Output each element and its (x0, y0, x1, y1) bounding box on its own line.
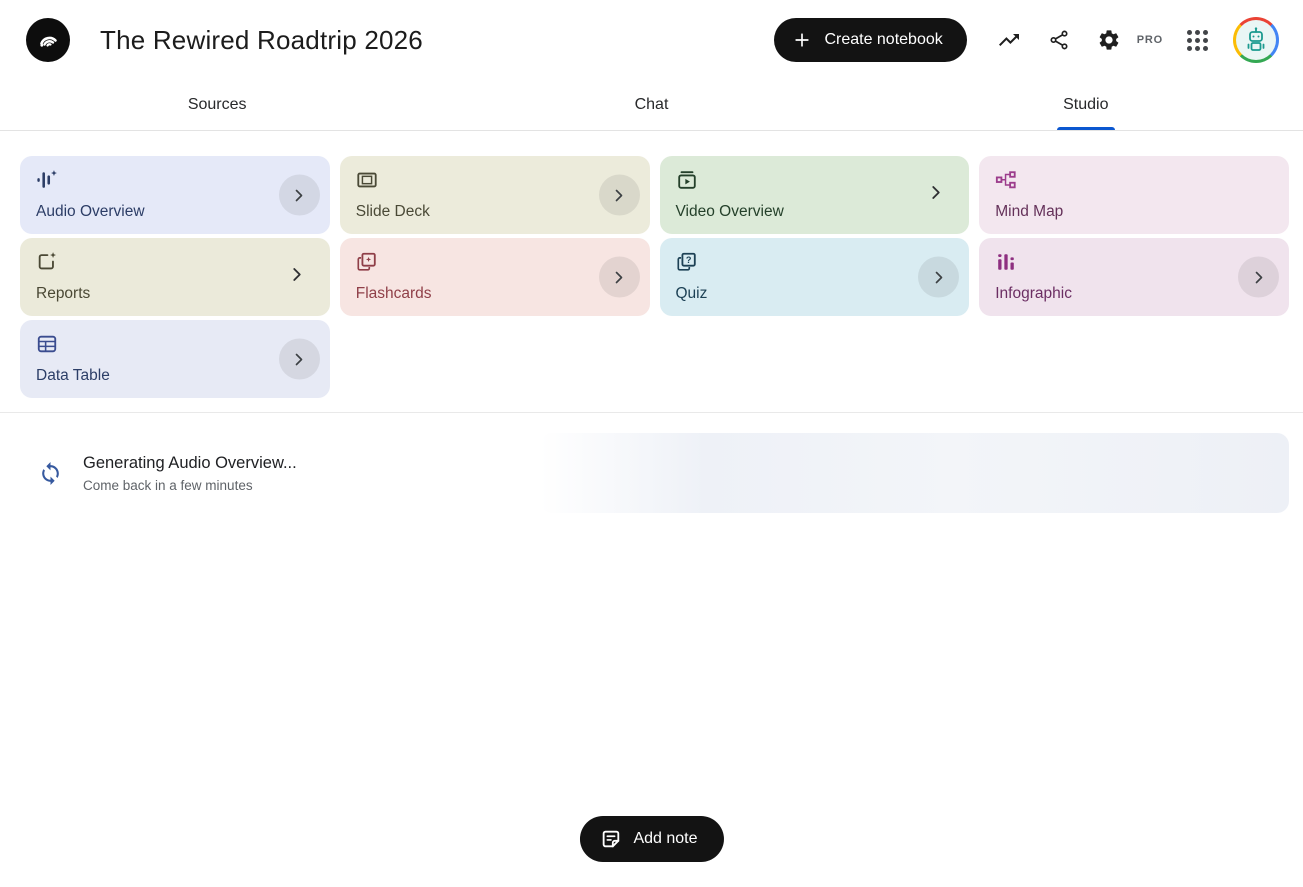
section-divider (0, 412, 1303, 413)
chevron-right-button[interactable] (278, 174, 320, 216)
card-label: Reports (36, 285, 91, 302)
create-notebook-label: Create notebook (824, 31, 943, 48)
chevron-right-button[interactable] (598, 256, 640, 298)
pro-badge: PRO (1136, 34, 1163, 46)
card-quiz[interactable]: ? Quiz (659, 238, 970, 316)
card-flashcards[interactable]: Flashcards (339, 238, 650, 316)
chevron-right-button[interactable] (1238, 256, 1279, 298)
slide-deck-icon (357, 172, 377, 188)
add-note-label: Add note (633, 830, 698, 847)
card-label: Slide Deck (355, 203, 430, 220)
app-header: The Rewired Roadtrip 2026 Create noteboo… (0, 0, 1303, 80)
card-infographic[interactable]: Infographic (979, 238, 1289, 316)
sync-spinner-icon (38, 461, 63, 486)
chevron-right-button[interactable] (925, 182, 947, 209)
audio-waveform-sparkle-icon (37, 170, 57, 188)
tab-chat[interactable]: Chat (434, 80, 868, 130)
video-overview-icon (677, 171, 696, 189)
header-actions: Create notebook P (774, 17, 1279, 63)
note-icon (599, 828, 621, 850)
share-button[interactable] (1037, 18, 1081, 62)
chevron-right-button[interactable] (598, 174, 640, 216)
notebook-title[interactable]: The Rewired Roadtrip 2026 (100, 24, 423, 55)
svg-text:?: ? (685, 255, 691, 265)
mind-map-icon (996, 171, 1016, 189)
tab-chat-label: Chat (634, 96, 669, 113)
card-label: Mind Map (995, 203, 1064, 220)
card-label: Video Overview (675, 203, 784, 220)
tab-studio[interactable]: Studio (869, 80, 1303, 130)
panel-tabs: Sources Chat Studio (0, 80, 1303, 131)
robot-avatar-image (1236, 20, 1276, 60)
loading-shimmer (540, 433, 1289, 513)
card-label: Infographic (995, 285, 1072, 302)
settings-button[interactable] (1087, 18, 1131, 62)
bar-chart-icon (998, 254, 1015, 270)
apps-grid-button[interactable] (1175, 18, 1219, 62)
tab-sources-label: Sources (187, 96, 247, 113)
generating-status-row: Generating Audio Overview... Come back i… (0, 433, 1303, 513)
account-avatar[interactable] (1233, 17, 1279, 63)
quiz-cards-icon: ? (676, 252, 696, 271)
chevron-right-button[interactable] (278, 338, 320, 380)
tab-studio-label: Studio (1063, 96, 1109, 113)
studio-cards-grid: Audio Overview Slide Deck Video Overv (0, 156, 1303, 398)
tab-sources[interactable]: Sources (0, 80, 434, 130)
add-note-button[interactable]: Add note (579, 816, 724, 862)
share-icon (1048, 29, 1070, 51)
data-table-icon (37, 335, 57, 353)
card-label: Quiz (675, 285, 708, 302)
studio-panel: Audio Overview Slide Deck Video Overv (0, 156, 1303, 887)
apps-grid-icon (1186, 29, 1208, 51)
notebooklm-logo-icon[interactable] (26, 18, 70, 62)
card-label: Audio Overview (36, 203, 145, 220)
card-reports[interactable]: Reports (20, 238, 330, 316)
card-video-overview[interactable]: Video Overview (659, 156, 970, 234)
trending-up-icon (997, 28, 1021, 52)
generating-text: Generating Audio Overview... Come back i… (83, 451, 297, 496)
card-data-table[interactable]: Data Table (20, 320, 330, 398)
gear-icon (1097, 28, 1121, 52)
flashcards-icon (357, 252, 376, 271)
active-tab-underline (1056, 127, 1115, 130)
chevron-right-button[interactable] (918, 256, 960, 298)
chevron-right-button[interactable] (286, 264, 308, 291)
card-audio-overview[interactable]: Audio Overview (20, 156, 330, 234)
analytics-button[interactable] (987, 18, 1031, 62)
card-slide-deck[interactable]: Slide Deck (339, 156, 650, 234)
generating-subtitle: Come back in a few minutes (83, 477, 253, 493)
report-sparkle-icon (38, 252, 56, 270)
card-mind-map[interactable]: Mind Map (979, 156, 1289, 234)
card-label: Data Table (36, 367, 110, 384)
card-label: Flashcards (355, 285, 432, 302)
create-notebook-button[interactable]: Create notebook (774, 18, 967, 62)
plus-icon (792, 30, 812, 50)
generating-title: Generating Audio Overview... (83, 453, 297, 472)
